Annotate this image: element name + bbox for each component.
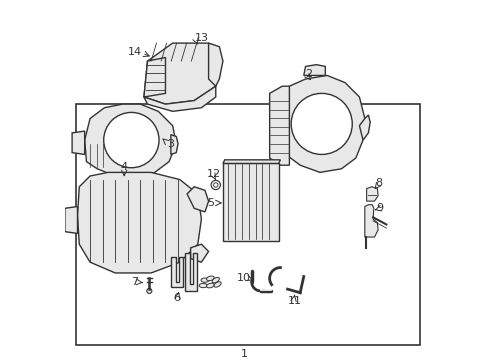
Polygon shape: [143, 58, 165, 97]
Polygon shape: [274, 76, 364, 172]
Text: 13: 13: [194, 33, 208, 43]
Ellipse shape: [201, 278, 208, 282]
Polygon shape: [143, 86, 215, 111]
Polygon shape: [186, 187, 208, 212]
Text: 10: 10: [236, 273, 250, 283]
Text: 7: 7: [130, 277, 138, 287]
Polygon shape: [366, 187, 377, 201]
Polygon shape: [170, 257, 183, 287]
Circle shape: [103, 112, 159, 168]
Ellipse shape: [212, 278, 219, 283]
Text: 1: 1: [241, 349, 247, 359]
Text: 11: 11: [287, 296, 301, 306]
Ellipse shape: [214, 282, 221, 287]
Bar: [76, 104, 420, 345]
Polygon shape: [190, 244, 208, 262]
Text: 9: 9: [376, 203, 383, 213]
Text: 4: 4: [121, 162, 127, 172]
Circle shape: [146, 288, 152, 293]
Ellipse shape: [199, 283, 207, 288]
Text: 6: 6: [172, 293, 180, 303]
Text: 2: 2: [305, 69, 312, 78]
Bar: [223, 163, 278, 240]
Ellipse shape: [206, 276, 214, 281]
Polygon shape: [269, 86, 289, 165]
Polygon shape: [143, 43, 219, 104]
Text: 8: 8: [375, 178, 382, 188]
Text: 12: 12: [206, 169, 221, 179]
Circle shape: [211, 180, 220, 190]
Circle shape: [290, 93, 351, 154]
Polygon shape: [223, 160, 280, 163]
Text: 3: 3: [167, 139, 174, 149]
Polygon shape: [77, 172, 201, 273]
Polygon shape: [65, 207, 77, 233]
Polygon shape: [185, 253, 197, 291]
Text: 5: 5: [206, 198, 213, 208]
Polygon shape: [359, 115, 369, 140]
Ellipse shape: [206, 283, 214, 288]
Text: 14: 14: [128, 47, 142, 57]
Circle shape: [213, 183, 218, 187]
Polygon shape: [170, 135, 178, 154]
Polygon shape: [303, 65, 325, 76]
Polygon shape: [84, 104, 176, 176]
Polygon shape: [208, 43, 223, 86]
Polygon shape: [72, 131, 84, 154]
Polygon shape: [364, 205, 377, 237]
